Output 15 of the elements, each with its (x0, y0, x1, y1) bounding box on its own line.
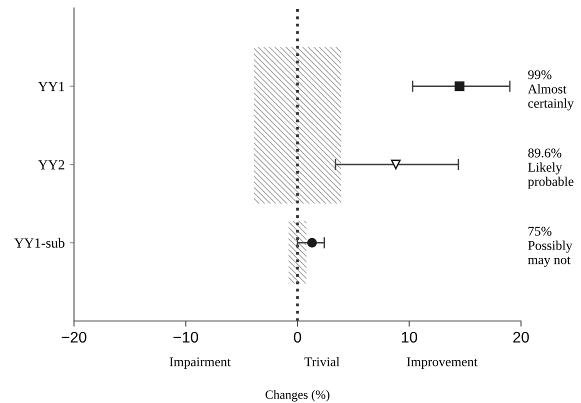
x-tick-label: 10 (402, 332, 418, 343)
text: 89.6% Likely probable (528, 148, 574, 189)
text: Improvement (406, 358, 478, 369)
y-tick-label: YY1-sub (14, 238, 64, 248)
text: 99% Almost certainly (528, 70, 574, 110)
x-axis-title: Changes (%) (266, 390, 330, 402)
y-tick-label: YY2 (38, 160, 64, 170)
text: Impairment (170, 357, 231, 369)
x-tick-label: −20 (62, 332, 86, 343)
text: 75% Possibly may not (528, 226, 572, 267)
text: Trivial (304, 357, 340, 366)
y-tick-label: YY1 (38, 82, 64, 92)
x-tick-label: 0 (294, 332, 302, 343)
x-tick-label: −10 (174, 332, 198, 343)
x-tick-label: 20 (513, 332, 529, 343)
